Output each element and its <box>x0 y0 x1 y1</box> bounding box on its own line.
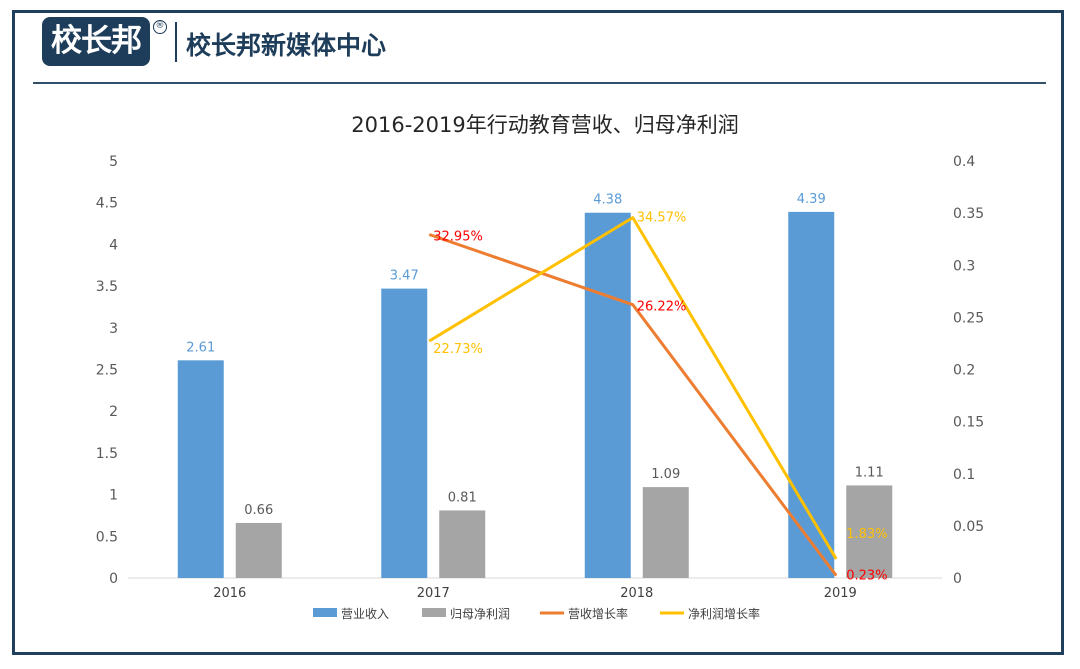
line-data-label: 0.23% <box>846 569 887 584</box>
header-divider <box>175 22 177 62</box>
y-left-tick-label: 3 <box>109 321 118 337</box>
legend: 营业收入 归母净利润 营收增长率 净利润增长率 <box>313 606 760 621</box>
line-data-label: 22.73% <box>433 342 483 357</box>
y-left-tick-label: 1.5 <box>96 446 118 462</box>
y-left-tick-label: 0 <box>109 571 118 587</box>
bar-revenue <box>177 360 224 578</box>
data-labels: 2.61 3.47 4.38 4.39 0.66 0.81 1.09 1.11 32.95% 26… <box>186 192 887 584</box>
bar-revenue <box>584 212 631 578</box>
bar-revenue <box>381 288 428 578</box>
y-right-tick-label: 0.1 <box>953 467 975 483</box>
y-left-tick-label: 2.5 <box>96 363 118 379</box>
y-left-tick-label: 4 <box>109 237 118 253</box>
y-left-tick-label: 4.5 <box>96 196 118 212</box>
y-left-tick-label: 1 <box>109 488 118 504</box>
bars <box>177 211 893 578</box>
line-data-label: 34.57% <box>637 211 687 226</box>
legend-label: 营业收入 <box>341 607 389 621</box>
bar-profit <box>642 487 689 578</box>
chart-title: 2016-2019年行动教育营收、归母净利润 <box>351 113 738 137</box>
legend-label: 净利润增长率 <box>688 606 760 621</box>
brand-name: 校长邦新媒体中心 <box>186 31 387 60</box>
logo-text: 校长邦 <box>51 23 142 59</box>
bar-data-label: 4.39 <box>797 192 826 207</box>
header-rule <box>33 82 1046 84</box>
x-tick-label: 2018 <box>620 586 653 601</box>
y-right-tick-label: 0.05 <box>953 519 984 535</box>
y-right-tick-label: 0.3 <box>953 258 975 274</box>
registered-mark: ® <box>153 20 167 34</box>
x-tick-label: 2019 <box>824 586 857 601</box>
legend-label: 归母净利润 <box>450 607 510 621</box>
bar-data-label: 1.09 <box>651 467 680 482</box>
lines <box>428 216 838 577</box>
line-profit-growth <box>428 216 838 560</box>
bar-data-label: 3.47 <box>390 269 419 284</box>
y-left-tick-label: 5 <box>109 154 118 170</box>
line-revenue-growth <box>428 233 838 577</box>
y-right-tick-label: 0.4 <box>953 154 975 170</box>
bar-profit <box>235 522 282 578</box>
bar-profit <box>846 485 893 578</box>
bar-data-label: 4.38 <box>593 193 622 208</box>
brand-logo: 校长邦 <box>42 17 150 66</box>
line-data-label: 26.22% <box>637 300 687 315</box>
line-data-label: 32.95% <box>433 229 483 244</box>
line-data-label: 1.83% <box>846 527 887 542</box>
bar-data-label: 1.11 <box>855 465 884 480</box>
y-left-tick-label: 0.5 <box>96 529 118 545</box>
bar-data-label: 0.81 <box>448 490 477 505</box>
y-left-tick-label: 3.5 <box>96 279 118 295</box>
y-right-tick-label: 0.35 <box>953 206 984 222</box>
x-tick-label: 2016 <box>213 586 246 601</box>
y-left-tick-label: 2 <box>109 404 118 420</box>
bar-profit <box>439 510 486 578</box>
bar-data-label: 2.61 <box>186 340 215 355</box>
legend-swatch <box>313 608 337 617</box>
y-right-tick-label: 0 <box>953 571 962 587</box>
y-right-tick-label: 0.15 <box>953 415 984 431</box>
y-right-tick-label: 0.25 <box>953 310 984 326</box>
legend-swatch <box>422 608 446 617</box>
x-tick-label: 2017 <box>417 586 450 601</box>
y-right-tick-label: 0.2 <box>953 363 975 379</box>
legend-label: 营收增长率 <box>568 606 628 621</box>
bar-data-label: 0.66 <box>244 503 273 518</box>
